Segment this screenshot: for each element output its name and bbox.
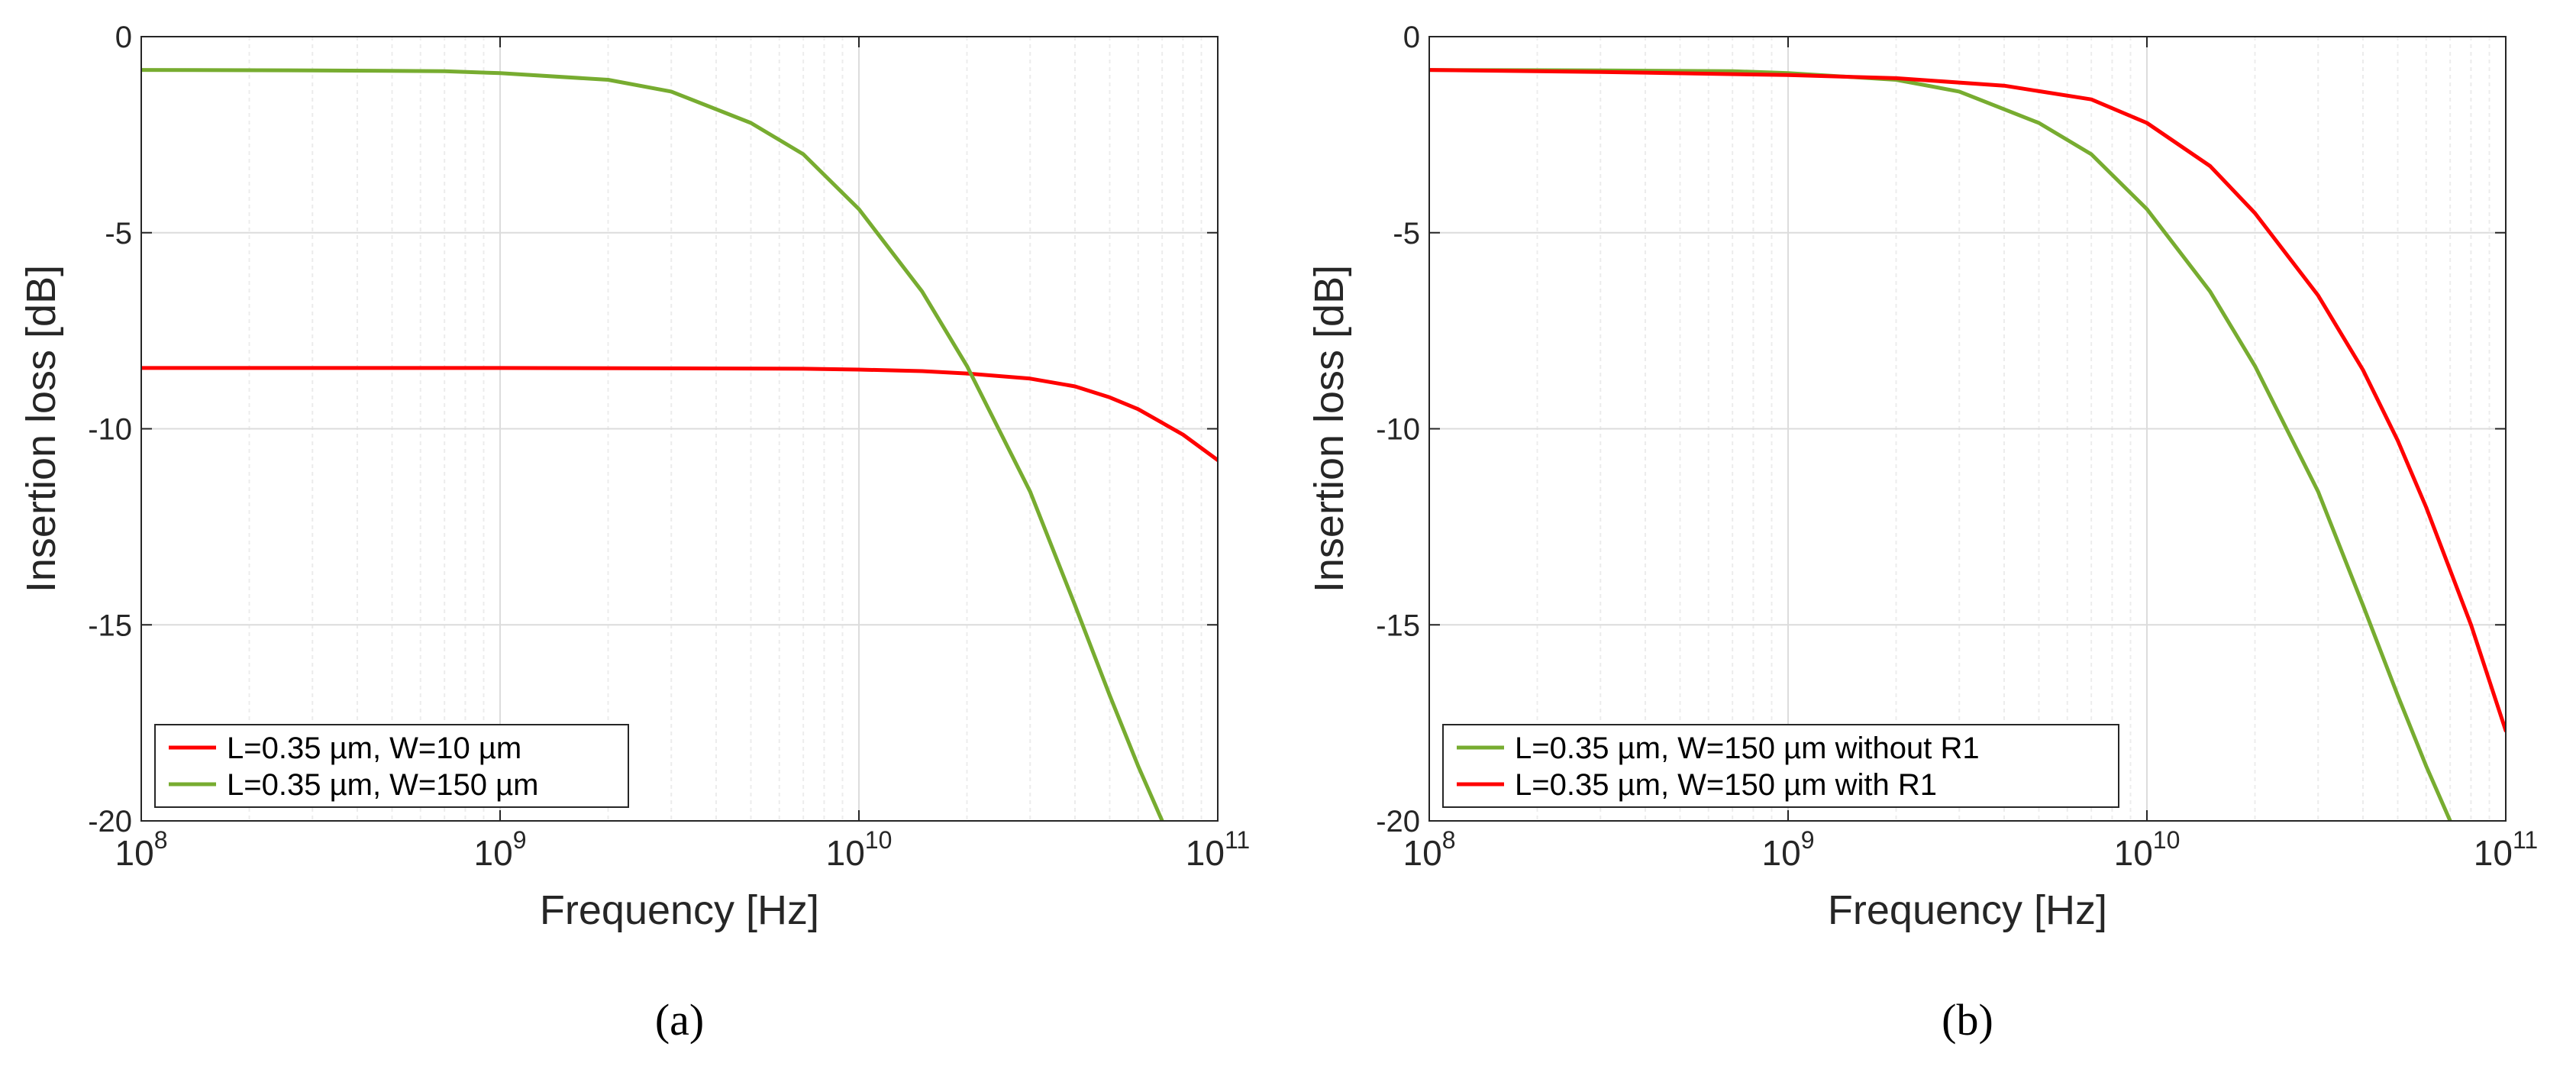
series-group [141,68,1218,821]
legend-entry-2: L=0.35 µm, W=150 µm with R1 [1515,768,1937,802]
y-axis-label: Insertion loss [dB] [1306,265,1352,593]
y-tick-label: -10 [1376,413,1420,447]
y-tick-label: -20 [1376,805,1420,838]
legend-entry-1: L=0.35 µm, W=150 µm without R1 [1515,732,1980,765]
y-tick-label: -5 [105,217,132,250]
series-line-1 [141,366,1218,463]
legend-box [1442,724,2119,808]
y-tick-label: -5 [1393,217,1420,250]
legend-box [154,724,629,808]
figure-caption: (b) [1942,995,1993,1045]
grid-lines [1428,36,2507,822]
x-axis-label: Frequency [Hz] [1828,887,2107,933]
y-tick-label: 0 [1403,21,1420,54]
x-tick-exponent: 11 [2513,826,2538,854]
x-tick-label: 1011 [1186,826,1250,873]
x-tick-exponent: 11 [1225,826,1250,854]
series-group [1429,68,2506,821]
x-tick-exponent: 9 [513,826,527,854]
y-tick-label: -20 [88,805,132,838]
x-tick-base: 10 [1762,833,1801,873]
x-tick-exponent: 9 [1801,826,1815,854]
series-line-1 [1429,68,2452,821]
x-tick-base: 10 [2474,833,2513,873]
x-tick-label: 109 [1762,826,1815,873]
x-tick-base: 10 [826,833,865,873]
legend-entry-2: L=0.35 µm, W=150 µm [227,768,539,802]
y-tick-label: -15 [88,609,132,642]
x-tick-label: 108 [1403,826,1456,873]
figure-caption: (a) [655,995,704,1045]
legend: L=0.35 µm, W=10 µmL=0.35 µm, W=150 µm [154,724,629,808]
x-tick-label: 108 [115,826,168,873]
legend-entry-1: L=0.35 µm, W=10 µm [227,732,521,765]
x-tick-base: 10 [1403,833,1442,873]
y-axis-label: Insertion loss [dB] [18,265,64,593]
y-tick-label: -10 [88,413,132,447]
x-tick-exponent: 8 [154,826,168,854]
x-tick-label: 1011 [2474,826,2538,873]
series-line-2 [141,68,1164,821]
x-tick-base: 10 [115,833,154,873]
x-axis-label: Frequency [Hz] [540,887,819,933]
y-tick-label: 0 [115,21,132,54]
x-tick-label: 1010 [826,826,893,873]
chart-panel-b: 0 -5 -10 -15 -20 108 109 1010 1011 Frequency [Hz]… [1288,0,2576,1062]
tick-marks [140,36,1219,822]
x-tick-base: 10 [2114,833,2153,873]
series-line-2 [1429,68,2506,733]
x-tick-exponent: 10 [2153,826,2181,854]
x-tick-base: 10 [474,833,513,873]
chart-panel-a: 0 -5 -10 -15 -20 108 109 1010 1011 Frequency [Hz]… [0,0,1288,1062]
x-tick-label: 109 [474,826,527,873]
x-tick-base: 10 [1186,833,1225,873]
legend: L=0.35 µm, W=150 µm without R1L=0.35 µm,… [1442,724,2119,808]
x-tick-label: 1010 [2114,826,2181,873]
x-tick-exponent: 10 [865,826,893,854]
x-tick-exponent: 8 [1442,826,1456,854]
tick-marks [1428,36,2507,822]
y-tick-label: -15 [1376,609,1420,642]
